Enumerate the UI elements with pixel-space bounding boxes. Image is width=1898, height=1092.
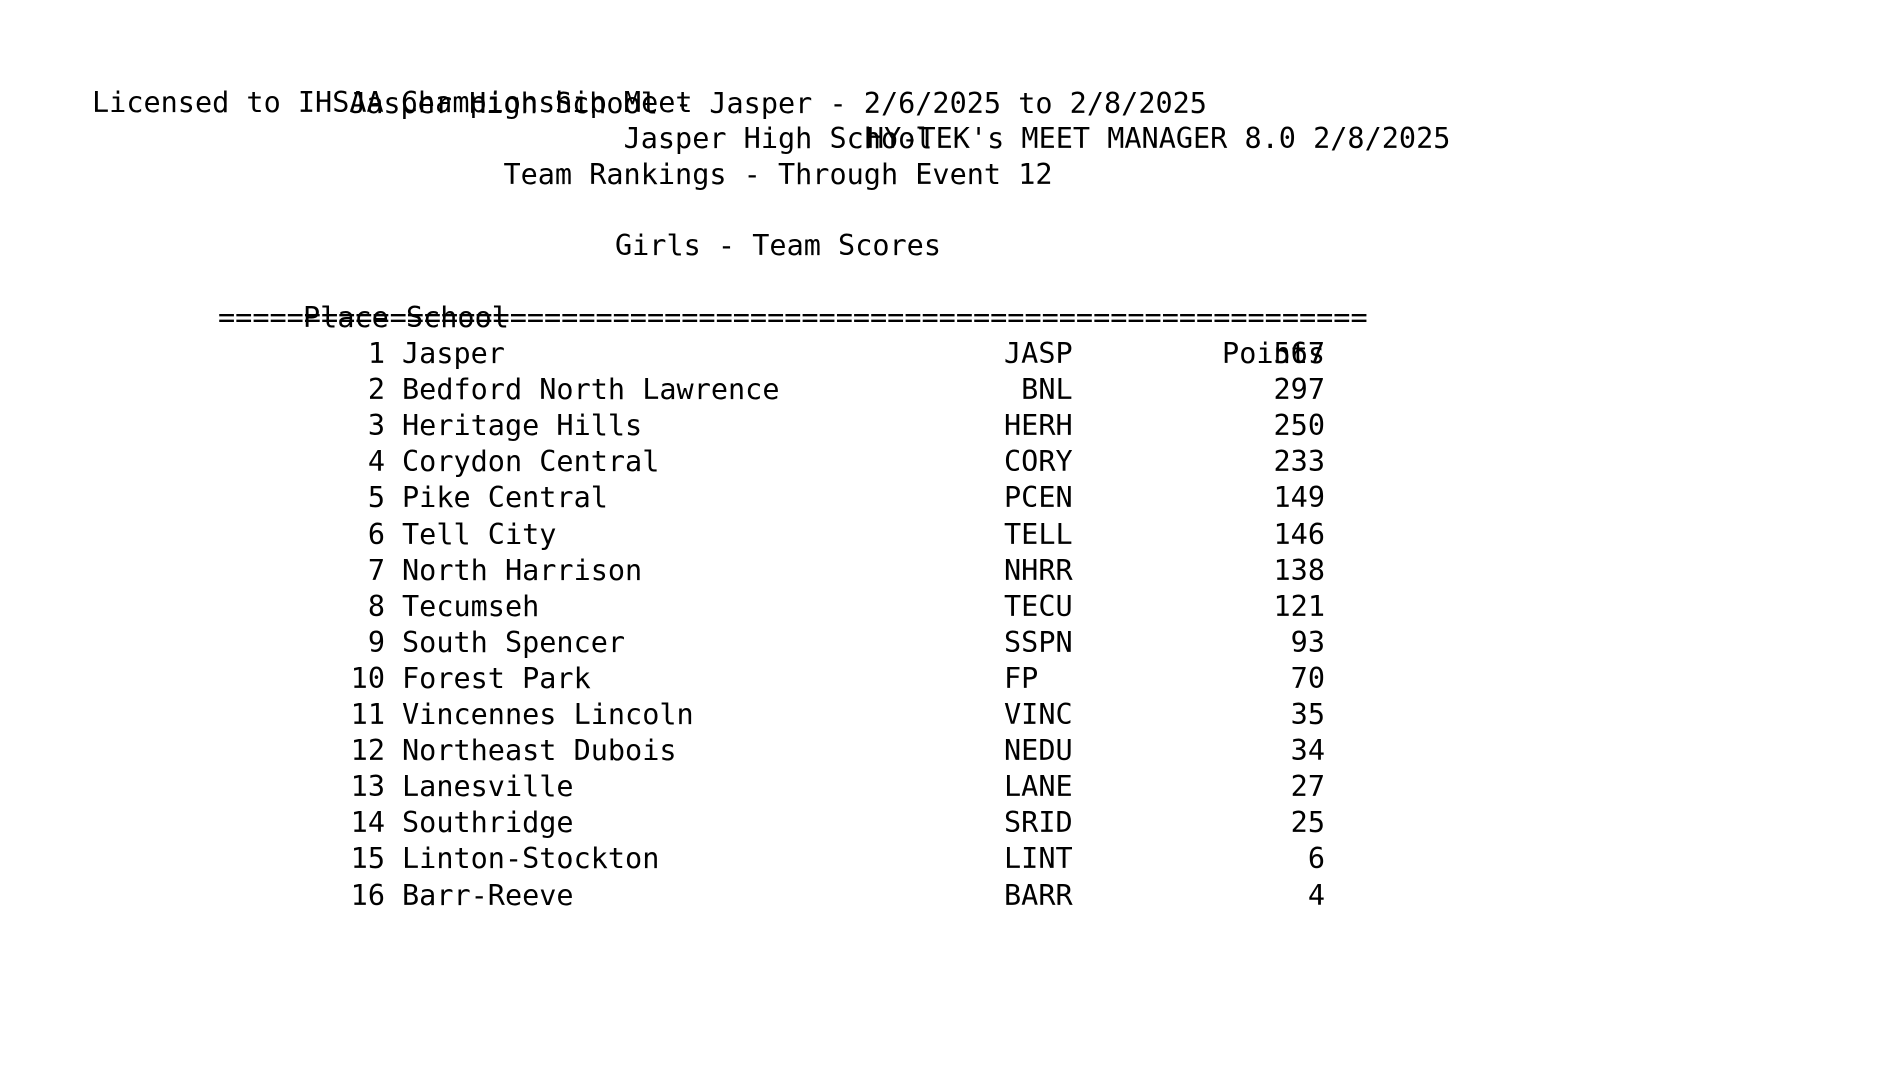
row-place: 3: [367, 409, 385, 443]
row-abbr: HERH: [1004, 409, 1073, 443]
row-place: 11: [350, 698, 385, 731]
table-row: 15 Linton-Stockton LINT 6: [0, 841, 1898, 877]
row-school: Northeast Dubois: [402, 734, 677, 768]
table-row: 1 Jasper JASP 567: [0, 336, 1898, 372]
row-place: 8: [367, 589, 385, 623]
row-points: 4: [1307, 878, 1325, 912]
row-place: 5: [367, 481, 385, 515]
row-points: 297: [1273, 373, 1325, 407]
row-abbr: CORY: [1004, 445, 1073, 479]
table-row: 16 Barr-Reeve BARR 4: [0, 878, 1898, 914]
row-school: Linton-Stockton: [402, 842, 660, 876]
row-place: 7: [367, 553, 385, 587]
table-row: 10 Forest Park FP 70: [0, 661, 1898, 697]
table-row: 8 Tecumseh TECU 121: [0, 589, 1898, 625]
row-abbr: JASP: [1004, 337, 1073, 370]
row-points: 233: [1273, 445, 1325, 479]
row-abbr: TECU: [1004, 589, 1073, 623]
row-abbr: BNL: [1004, 373, 1073, 407]
row-school: Jasper: [402, 337, 505, 370]
row-place: 4: [367, 445, 385, 479]
report-title-line: Team Rankings - Through Event 12: [503, 158, 1053, 191]
license-line: Licensed to IHSAA Championship Meet HY-T…: [0, 49, 1898, 155]
table-row: 7 North Harrison NHRR 138: [0, 553, 1898, 589]
meet-info-line: Jasper High School - Jasper - 2/6/2025 t…: [349, 87, 1207, 120]
row-points: 567: [1273, 337, 1325, 370]
software-credit-text: HY-TEK's MEET MANAGER 8.0 2/8/2025: [867, 122, 1451, 155]
table-row: 13 Lanesville LANE 27: [0, 769, 1898, 805]
table-row: 9 South Spencer SSPN 93: [0, 625, 1898, 661]
row-points: 6: [1307, 842, 1325, 876]
row-place: 9: [367, 625, 385, 659]
row-abbr: FP: [1004, 661, 1039, 695]
row-abbr: BARR: [1004, 878, 1073, 912]
row-school: Corydon Central: [402, 445, 660, 479]
row-school: Tecumseh: [402, 589, 540, 623]
row-points: 70: [1290, 661, 1325, 695]
column-header-place-school: Place School: [303, 301, 509, 334]
table-header: Place School Points: [0, 264, 1898, 370]
table-separator: ========================================…: [218, 301, 1368, 334]
table-row: 11 Vincennes Lincoln VINC 35: [0, 697, 1898, 733]
row-abbr: LINT: [1004, 842, 1073, 876]
row-school: Heritage Hills: [402, 409, 643, 443]
row-school: Southridge: [402, 806, 574, 840]
row-abbr: NEDU: [1004, 734, 1073, 768]
table-row: 4 Corydon Central CORY 233: [0, 444, 1898, 480]
row-abbr: VINC: [1004, 698, 1073, 731]
row-abbr: LANE: [1004, 770, 1073, 804]
row-points: 121: [1273, 589, 1325, 623]
row-abbr: NHRR: [1004, 553, 1073, 587]
row-abbr: TELL: [1004, 517, 1073, 551]
row-points: 27: [1290, 770, 1325, 804]
row-points: 93: [1290, 625, 1325, 659]
row-place: 12: [350, 734, 385, 768]
table-row: 3 Heritage Hills HERH 250: [0, 408, 1898, 444]
row-abbr: SRID: [1004, 806, 1073, 840]
row-points: 34: [1290, 734, 1325, 768]
section-title: Girls - Team Scores: [614, 229, 941, 262]
row-school: Lanesville: [402, 770, 574, 804]
row-points: 250: [1273, 409, 1325, 443]
row-place: 10: [350, 661, 385, 695]
row-points: 138: [1273, 553, 1325, 587]
table-row: 2 Bedford North Lawrence BNL 297: [0, 372, 1898, 408]
row-points: 146: [1273, 517, 1325, 551]
row-school: North Harrison: [402, 553, 643, 587]
row-points: 35: [1290, 698, 1325, 731]
row-place: 15: [350, 842, 385, 876]
row-place: 14: [350, 806, 385, 840]
row-abbr: SSPN: [1004, 625, 1073, 659]
row-place: 2: [367, 373, 385, 407]
row-school: Pike Central: [402, 481, 608, 515]
row-school: Forest Park: [402, 661, 591, 695]
row-school: South Spencer: [402, 625, 626, 659]
row-place: 6: [367, 517, 385, 551]
row-points: 25: [1290, 806, 1325, 840]
table-row: 14 Southridge SRID 25: [0, 805, 1898, 841]
row-points: 149: [1273, 481, 1325, 515]
row-place: 13: [350, 770, 385, 804]
table-row: 12 Northeast Dubois NEDU 34: [0, 733, 1898, 769]
row-place: 16: [350, 878, 385, 912]
row-place: 1: [367, 337, 385, 370]
row-school: Tell City: [402, 517, 557, 551]
table-row: 5 Pike Central PCEN 149: [0, 480, 1898, 516]
license-text: Licensed to IHSAA Championship Meet: [92, 86, 693, 119]
column-header-points: Points: [1222, 337, 1325, 370]
table-row: 6 Tell City TELL 146: [0, 517, 1898, 553]
row-school: Barr-Reeve: [402, 878, 574, 912]
row-abbr: PCEN: [1004, 481, 1073, 515]
host-school-line: Jasper High School: [623, 122, 933, 155]
row-school: Bedford North Lawrence: [402, 373, 780, 407]
row-school: Vincennes Lincoln: [402, 698, 694, 731]
